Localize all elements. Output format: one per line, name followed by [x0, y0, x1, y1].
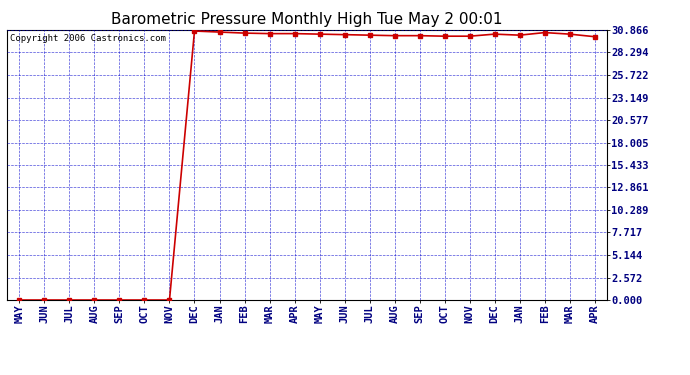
Text: Copyright 2006 Castronics.com: Copyright 2006 Castronics.com — [10, 34, 166, 43]
Title: Barometric Pressure Monthly High Tue May 2 00:01: Barometric Pressure Monthly High Tue May… — [111, 12, 503, 27]
